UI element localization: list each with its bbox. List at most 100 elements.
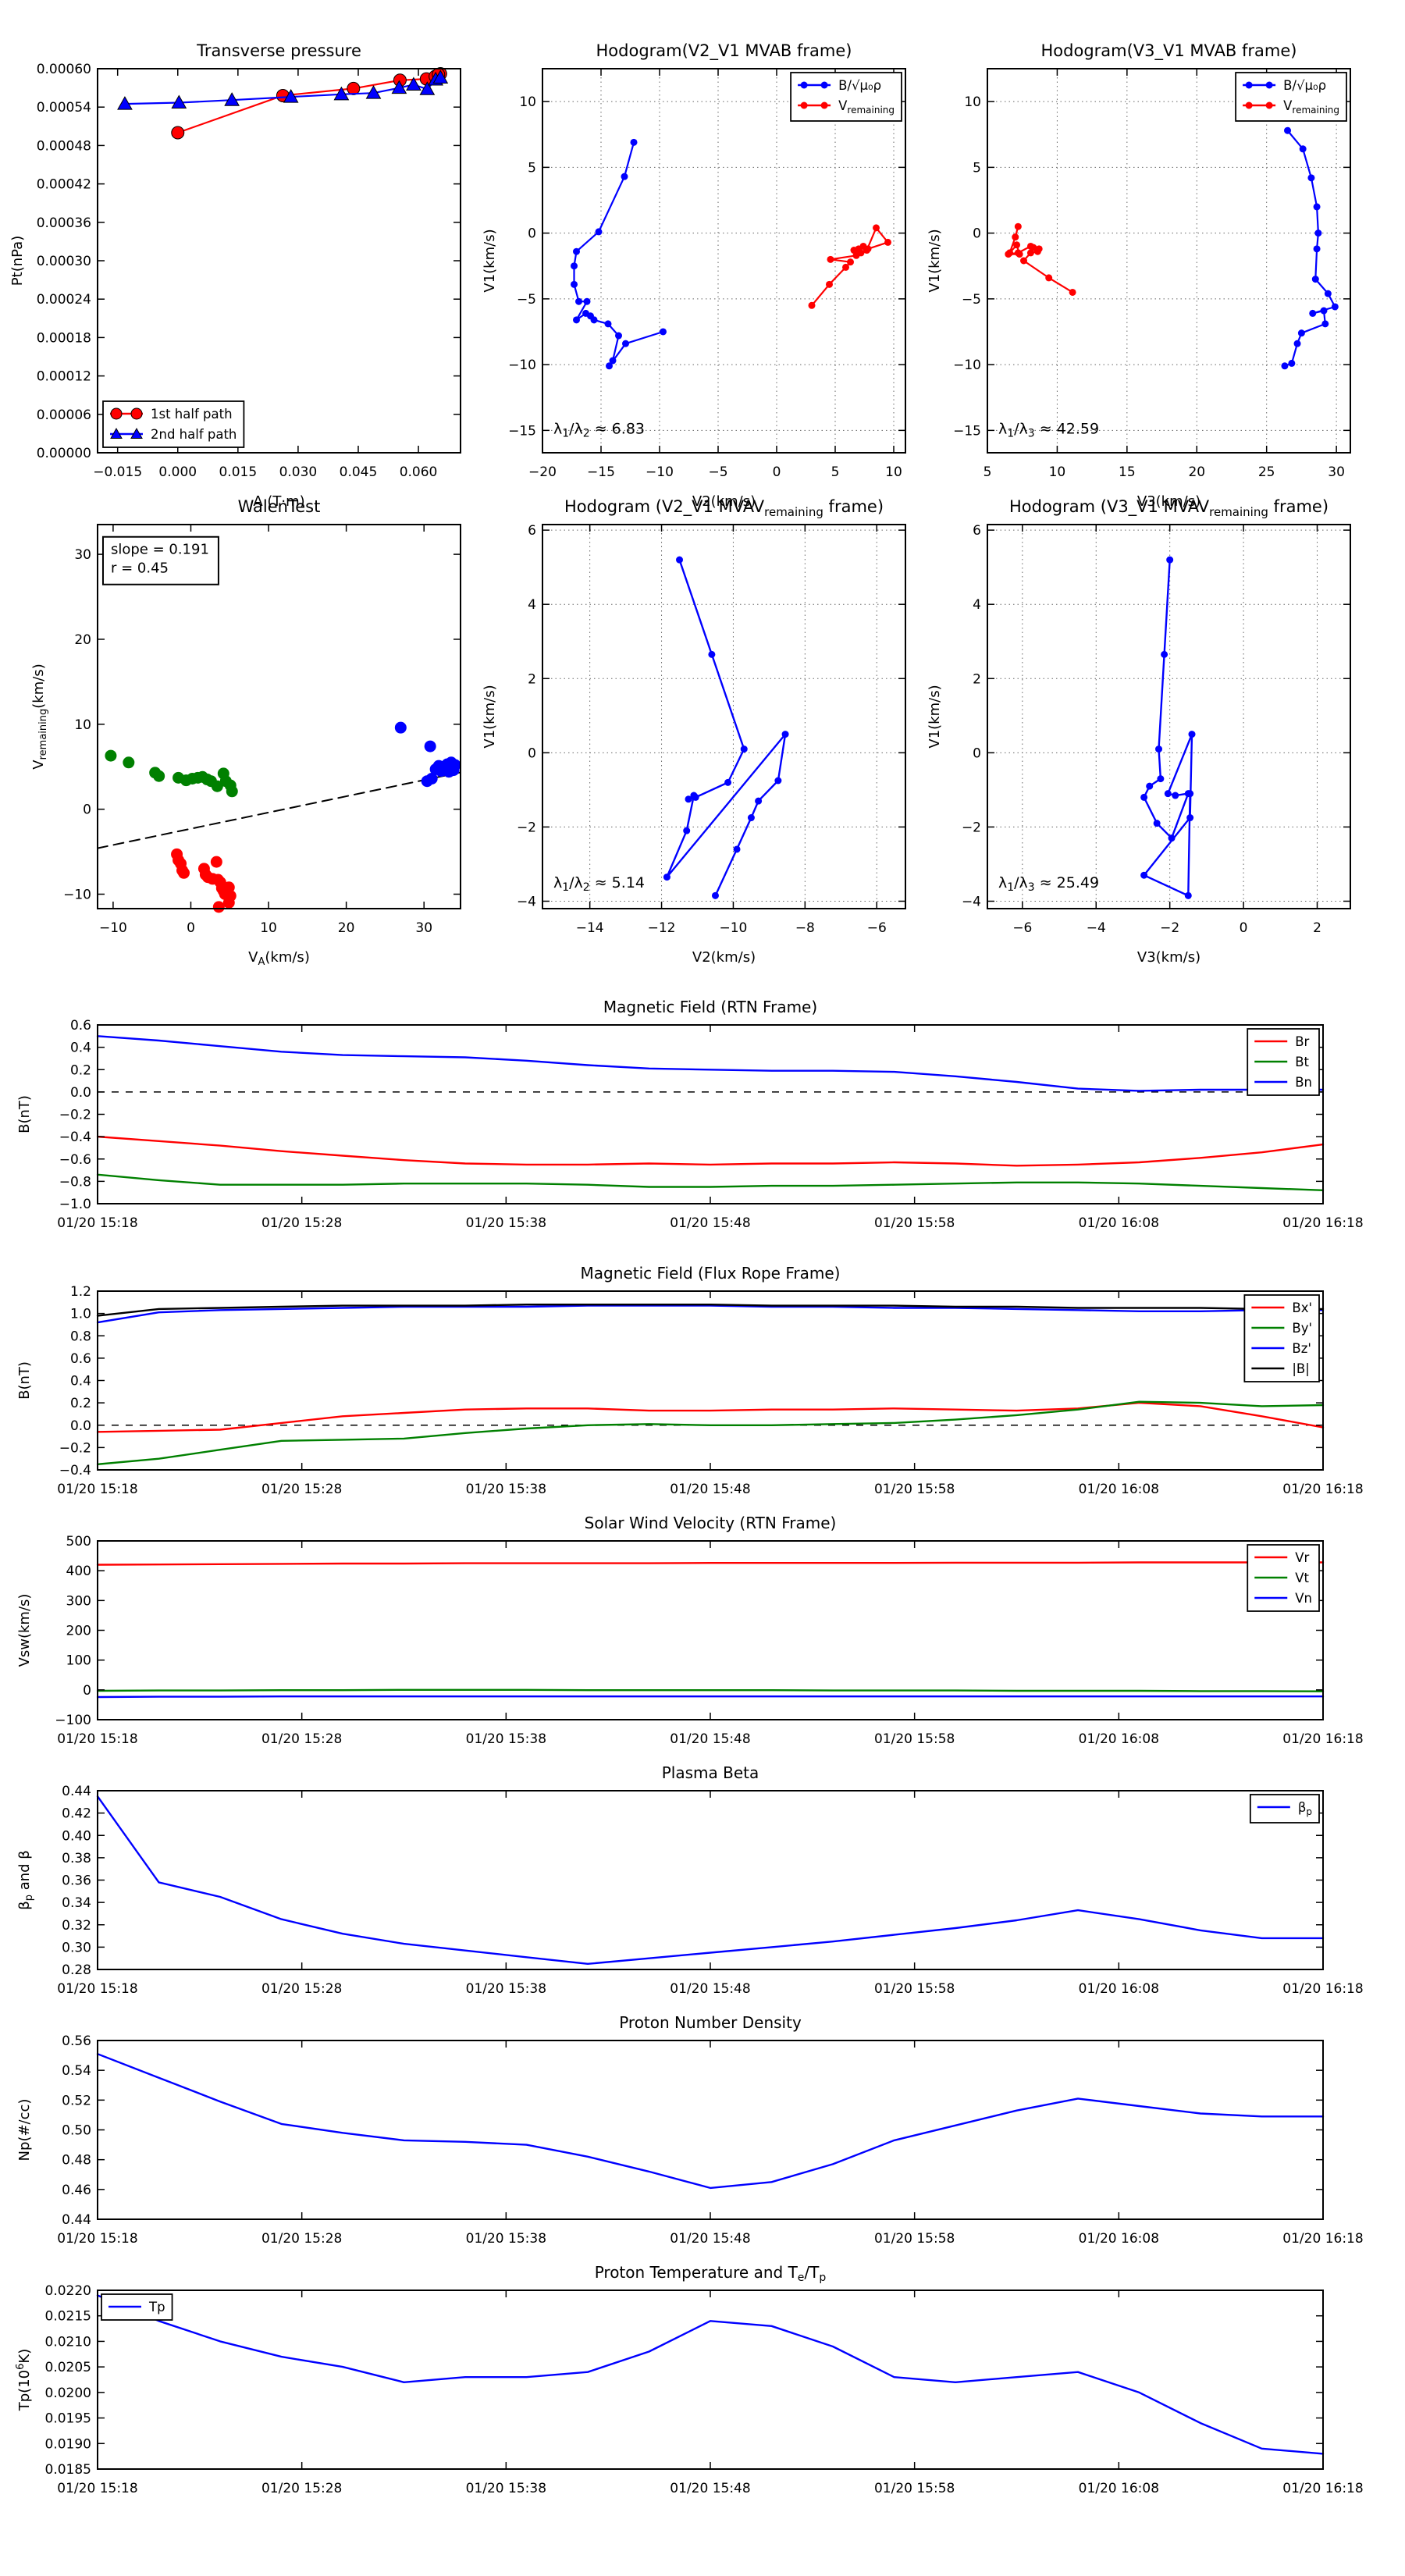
marker-dot [740,745,748,753]
x-tick-label: 01/20 15:18 [57,1981,137,1997]
y-tick-label: 0.00018 [37,330,91,346]
marker-dot [1172,792,1179,799]
y-tick-label: 0.30 [62,1940,91,1955]
y-tick-label: 0.44 [62,1784,91,1799]
x-tick-label: 5 [984,464,992,480]
y-tick-label: 10 [74,717,91,733]
y-tick-label: −0.6 [59,1152,91,1168]
y-tick-label: 0.00048 [37,138,91,154]
y-tick-label: −15 [953,423,981,439]
legend: Tp [101,2293,173,2321]
x-tick-label: 01/20 15:48 [670,1215,750,1231]
marker-dot [711,891,719,899]
annotation-frame [101,535,219,585]
legend-label: Br [1295,1034,1309,1049]
marker-dot [1186,790,1194,798]
axes-frame [97,1790,1324,1970]
x-tick-label: 0.045 [340,464,378,480]
y-tick-label: 10 [964,94,981,110]
y-tick-label: 0.0210 [45,2334,91,2350]
marker-dot [820,101,828,109]
x-tick-label: 01/20 15:58 [874,1482,955,1497]
y-tick-label: 0.44 [62,2212,91,2228]
x-tick-label: 10 [1049,464,1066,480]
axes-frame [987,524,1351,909]
marker-dot [1184,891,1192,899]
y-tick-label: 0.48 [62,2153,91,2169]
legend-label: B/√μ₀ρ [1283,78,1326,93]
y-axis-label: V1(km/s) [927,229,943,292]
legend-label: Tp [148,2300,165,2314]
annotation-text: slope = 0.191 [111,542,209,558]
marker-dot [105,749,117,762]
x-tick-label: −6 [867,920,887,936]
panel-title: WalenTest [238,497,321,516]
y-tick-label: 0.00024 [37,292,91,308]
y-tick-label: 0.00012 [37,369,91,385]
x-tick-label: −10 [646,464,674,480]
marker-dot [1265,81,1273,89]
marker-dot [1140,871,1148,879]
marker-dot [847,258,854,266]
x-tick-label: 01/20 15:18 [57,2231,137,2247]
x-tick-label: −4 [1087,920,1106,936]
marker-triangle [333,86,350,101]
x-tick-label: 2 [1313,920,1321,936]
axes-frame [97,2290,1324,2470]
marker-triangle [130,427,143,439]
marker-dot [1069,288,1076,296]
x-tick-label: 01/20 16:08 [1079,1482,1159,1497]
y-tick-label: 0.0190 [45,2436,91,2452]
x-tick-label: 01/20 15:28 [261,2481,342,2496]
marker-dot [1309,309,1317,317]
y-tick-label: −15 [508,423,536,439]
marker-dot [571,280,578,288]
y-tick-label: 200 [66,1624,91,1639]
x-tick-label: −15 [587,464,615,480]
series-line [96,2053,1325,2190]
panel-title: Proton Number Density [619,2013,802,2032]
marker-dot [755,797,763,805]
x-tick-label: 20 [1188,464,1205,480]
marker-dot [178,866,190,879]
y-tick-label: 0.8 [70,1329,91,1344]
y-tick-label: 0.0195 [45,2411,91,2427]
y-tick-label: 1.0 [70,1307,91,1322]
marker-dot [1020,257,1027,265]
marker-dot [1168,834,1176,842]
y-tick-label: 0.46 [62,2183,91,2198]
marker-dot [1013,241,1021,249]
marker-dot [1164,790,1172,798]
x-tick-label: 01/20 16:08 [1079,1731,1159,1747]
x-tick-label: 20 [338,920,355,936]
marker-dot [1140,793,1148,801]
legend-label: Vremaining [1283,98,1339,116]
marker-circle [347,81,361,95]
panel-title: Hodogram (V2_V1 MVAVremaining frame) [564,497,884,519]
marker-dot [1313,245,1321,253]
marker-dot [884,238,891,246]
y-tick-label: 0.40 [62,1828,91,1844]
x-tick-label: 01/20 15:28 [261,1482,342,1497]
series-line [96,1688,1325,1692]
y-tick-label: 2 [528,671,536,687]
marker-dot [1245,81,1253,89]
series-line [96,1561,1325,1566]
panel-title: Solar Wind Velocity (RTN Frame) [585,1514,837,1532]
marker-dot [724,778,732,786]
y-tick-label: 500 [66,1534,91,1550]
transverse-pressure-panel: −0.015 0.000 0.015 0.030 0.045 0.060 0.00000 0.… [9,41,461,510]
marker-dot [595,228,603,236]
panel-title: Magnetic Field (RTN Frame) [603,998,817,1016]
marker-dot [153,770,165,782]
marker-dot [1014,249,1022,257]
axes-frame [97,2040,1324,2220]
y-tick-label: 5 [528,160,536,176]
marker-dot [123,756,135,769]
y-tick-label: −10 [508,358,536,373]
marker-dot [1161,650,1168,658]
legend: Br Bt Bn [1247,1028,1320,1096]
x-tick-label: 01/20 16:08 [1079,2481,1159,2496]
x-tick-label: 5 [831,464,840,480]
